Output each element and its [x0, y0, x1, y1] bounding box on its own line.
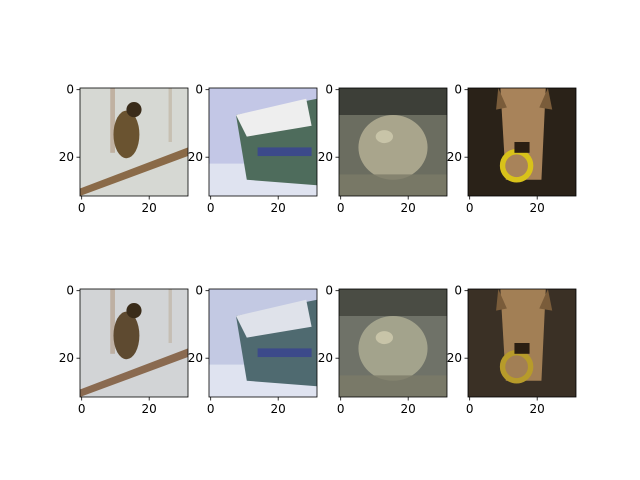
- x-tick-label: 20: [142, 201, 157, 215]
- axes-frame: [467, 87, 577, 197]
- image-content: [80, 289, 188, 397]
- subplot-2-4: 0 20 0 20: [447, 284, 577, 416]
- y-tick-label: 20: [318, 351, 333, 365]
- axes-frame: [467, 288, 577, 398]
- subplot-2-3: 0 20 0 20: [318, 284, 448, 416]
- x-tick-label: 20: [271, 402, 286, 416]
- y-tick-label: 20: [447, 150, 462, 164]
- y-tick-label: 0: [195, 284, 203, 298]
- y-tick-label: 20: [188, 351, 203, 365]
- y-tick-label: 20: [188, 150, 203, 164]
- x-tick-label: 20: [142, 402, 157, 416]
- y-tick-label: 0: [454, 284, 462, 298]
- image-content: [468, 88, 576, 196]
- image-content: [468, 289, 576, 397]
- x-tick-label: 20: [401, 201, 416, 215]
- x-tick-label: 20: [401, 402, 416, 416]
- x-tick-label: 0: [78, 201, 86, 215]
- y-tick-label: 20: [447, 351, 462, 365]
- axes-frame: [208, 87, 318, 197]
- x-tick-label: 0: [207, 402, 215, 416]
- axes-frame: [208, 288, 318, 398]
- x-tick-label: 0: [466, 402, 474, 416]
- image-content: [80, 88, 188, 196]
- x-tick-label: 0: [466, 201, 474, 215]
- image-content: [209, 289, 317, 397]
- y-tick-label: 20: [59, 150, 74, 164]
- x-tick-label: 20: [271, 201, 286, 215]
- y-tick-label: 0: [325, 284, 333, 298]
- x-tick-label: 0: [337, 402, 345, 416]
- image-content: [339, 88, 447, 196]
- x-tick-label: 20: [530, 402, 545, 416]
- subplot-1-2: 0 20 0 20: [188, 83, 318, 215]
- subplot-1-1: 0 20 0 20: [59, 83, 189, 215]
- x-tick-label: 0: [337, 201, 345, 215]
- x-tick-label: 20: [530, 201, 545, 215]
- subplot-2-2: 0 20 0 20: [188, 284, 318, 416]
- x-tick-label: 0: [78, 402, 86, 416]
- y-tick-label: 0: [66, 284, 74, 298]
- axes-frame: [79, 288, 189, 398]
- axes-frame: [338, 288, 448, 398]
- y-tick-label: 0: [195, 83, 203, 97]
- axes-frame: [338, 87, 448, 197]
- y-tick-label: 0: [454, 83, 462, 97]
- subplot-2-1: 0 20 0 20: [59, 284, 189, 416]
- x-tick-label: 0: [207, 201, 215, 215]
- y-tick-label: 20: [59, 351, 74, 365]
- image-content: [339, 289, 447, 397]
- y-tick-label: 0: [325, 83, 333, 97]
- subplot-1-3: 0 20 0 20: [318, 83, 448, 215]
- image-content: [209, 88, 317, 196]
- y-tick-label: 20: [318, 150, 333, 164]
- subplot-1-4: 0 20 0 20: [447, 83, 577, 215]
- y-tick-label: 0: [66, 83, 74, 97]
- axes-frame: [79, 87, 189, 197]
